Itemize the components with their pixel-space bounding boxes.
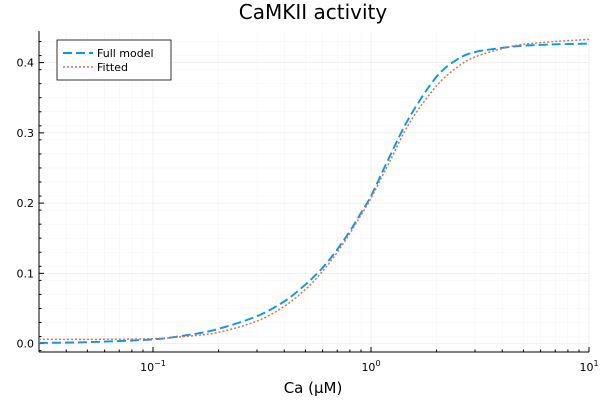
y-tick-label: 0.3: [17, 127, 35, 140]
y-tick-label: 0.0: [17, 338, 35, 351]
tick-labels: 10−1 100 101 0.0 0.1 0.2 0.3 0.4: [17, 57, 599, 374]
x-axis-label: Ca (μM): [284, 379, 343, 397]
y-tick-label: 0.1: [17, 267, 35, 280]
legend-label-full-model: Full model: [97, 47, 154, 60]
chart-title: CaMKII activity: [239, 0, 388, 24]
x-tick-label: 10−1: [140, 359, 166, 374]
series-line-full-model: [38, 42, 590, 344]
y-tick-label: 0.2: [17, 197, 35, 210]
grid: [38, 31, 590, 352]
legend-box: [56, 39, 172, 81]
plot-area: [38, 38, 590, 344]
legend-label-fitted: Fitted: [97, 61, 128, 74]
axes: [38, 31, 590, 353]
y-tick-label: 0.4: [17, 57, 35, 70]
x-tick-label: 100: [361, 359, 380, 374]
x-tick-label: 101: [579, 359, 598, 374]
